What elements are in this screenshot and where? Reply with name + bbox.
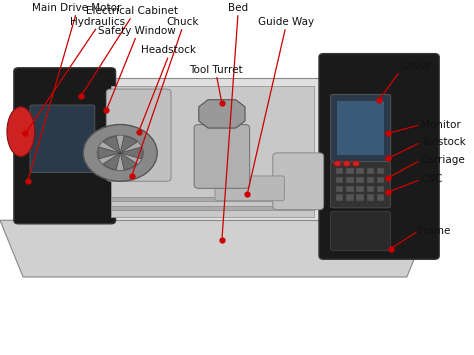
Text: Monitor: Monitor bbox=[421, 120, 460, 130]
FancyBboxPatch shape bbox=[330, 211, 391, 250]
FancyBboxPatch shape bbox=[273, 153, 324, 209]
Bar bbox=[366, 186, 374, 192]
FancyBboxPatch shape bbox=[330, 162, 391, 208]
Bar bbox=[346, 177, 354, 183]
Text: Bed: Bed bbox=[228, 3, 248, 13]
Text: Frame: Frame bbox=[419, 226, 451, 236]
Text: Safety Window: Safety Window bbox=[98, 26, 175, 36]
Bar bbox=[346, 186, 354, 192]
Polygon shape bbox=[0, 220, 430, 277]
Circle shape bbox=[83, 125, 157, 181]
Wedge shape bbox=[120, 153, 137, 170]
FancyBboxPatch shape bbox=[106, 89, 171, 181]
Bar bbox=[111, 206, 314, 209]
Bar bbox=[377, 168, 384, 174]
Bar bbox=[356, 195, 364, 201]
FancyBboxPatch shape bbox=[14, 68, 116, 224]
FancyBboxPatch shape bbox=[337, 102, 384, 155]
Bar bbox=[346, 195, 354, 201]
Bar bbox=[356, 186, 364, 192]
Bar bbox=[377, 186, 384, 192]
Text: Guide Way: Guide Way bbox=[258, 17, 314, 27]
Text: CNC: CNC bbox=[421, 175, 443, 185]
Wedge shape bbox=[103, 153, 120, 170]
Text: Tailstock: Tailstock bbox=[421, 137, 465, 147]
FancyBboxPatch shape bbox=[330, 94, 391, 162]
FancyBboxPatch shape bbox=[30, 105, 95, 173]
FancyBboxPatch shape bbox=[319, 54, 439, 259]
Text: Electrical Cabinet: Electrical Cabinet bbox=[86, 6, 178, 16]
Bar bbox=[346, 168, 354, 174]
Bar bbox=[356, 177, 364, 183]
Text: Carriage: Carriage bbox=[421, 155, 465, 165]
Text: Headstock: Headstock bbox=[141, 45, 196, 55]
Bar bbox=[111, 197, 314, 201]
Text: Main Drive Motor: Main Drive Motor bbox=[32, 3, 121, 13]
Polygon shape bbox=[23, 78, 324, 220]
Bar bbox=[377, 195, 384, 201]
Text: Cover: Cover bbox=[400, 61, 430, 71]
Wedge shape bbox=[120, 147, 142, 159]
Bar bbox=[336, 195, 344, 201]
Bar bbox=[336, 186, 344, 192]
Circle shape bbox=[334, 161, 341, 166]
FancyBboxPatch shape bbox=[194, 125, 250, 189]
Polygon shape bbox=[199, 100, 245, 128]
Text: Tool Turret: Tool Turret bbox=[190, 65, 243, 75]
Ellipse shape bbox=[7, 107, 35, 157]
Text: Chuck: Chuck bbox=[166, 17, 199, 27]
Circle shape bbox=[97, 135, 143, 171]
Wedge shape bbox=[103, 136, 120, 153]
Text: Hydraulics: Hydraulics bbox=[70, 17, 125, 27]
Bar bbox=[366, 177, 374, 183]
Bar bbox=[336, 168, 344, 174]
Wedge shape bbox=[120, 136, 137, 153]
Bar bbox=[356, 168, 364, 174]
FancyBboxPatch shape bbox=[215, 176, 284, 201]
Bar bbox=[366, 168, 374, 174]
Circle shape bbox=[343, 161, 350, 166]
Bar bbox=[366, 195, 374, 201]
Circle shape bbox=[352, 161, 360, 166]
Bar bbox=[377, 177, 384, 183]
FancyBboxPatch shape bbox=[111, 86, 314, 217]
Wedge shape bbox=[98, 147, 120, 159]
Bar bbox=[336, 177, 344, 183]
